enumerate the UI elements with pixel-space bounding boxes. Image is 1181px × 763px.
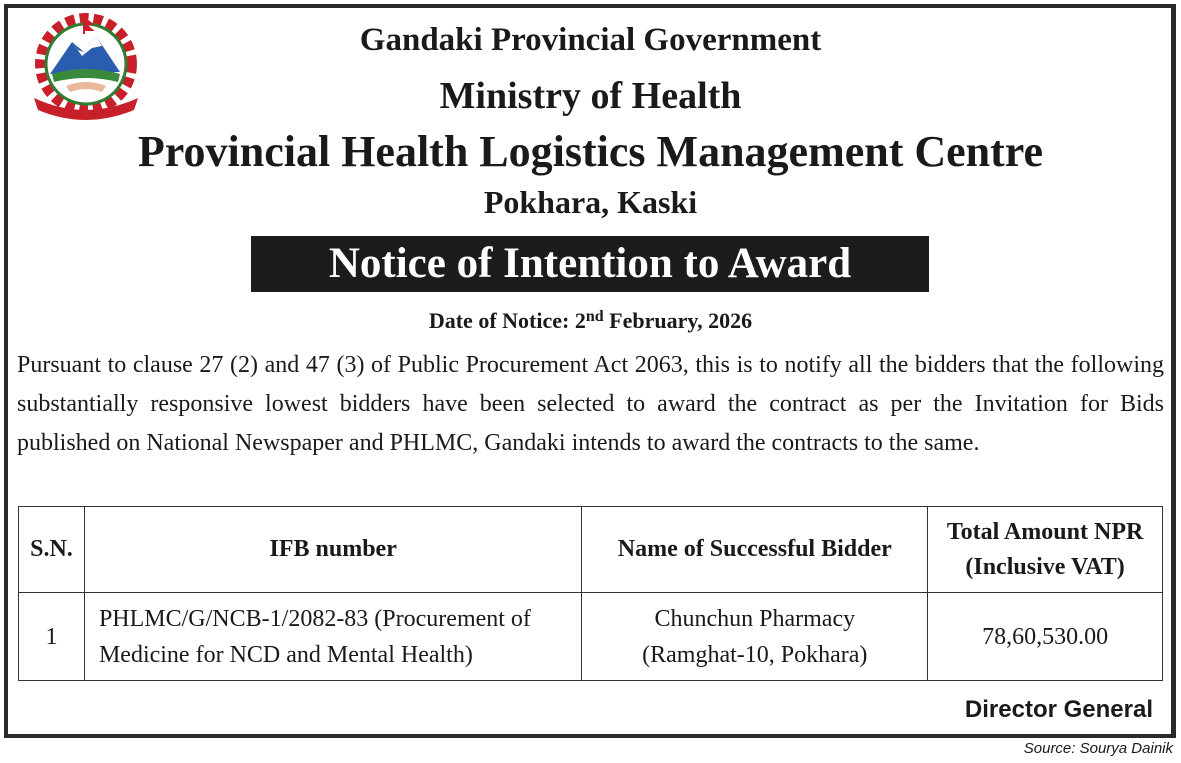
table-row: 1 PHLMC/G/NCB-1/2082-83 (Procurement of … [18, 592, 1163, 681]
source-credit: Source: Sourya Dainik [1023, 740, 1173, 757]
cell-amount: 78,60,530.00 [927, 592, 1163, 681]
signatory: Director General [964, 696, 1153, 723]
notice-frame [4, 4, 1176, 738]
header-sn: S.N. [18, 506, 85, 593]
header-ifb: IFB number [83, 506, 583, 593]
nepal-emblem-icon [34, 13, 138, 120]
cell-sn: 1 [18, 592, 85, 681]
cell-bidder: Chunchun Pharmacy (Ramghat-10, Pokhara) [581, 592, 929, 681]
table-header-row: S.N. IFB number Name of Successful Bidde… [18, 506, 1163, 593]
date-rest: February, 2026 [603, 308, 753, 333]
date-suffix: nd [585, 308, 604, 325]
date-label: Date of Notice: 2 [428, 308, 586, 333]
notice-body: Pursuant to clause 27 (2) and 47 (3) of … [17, 352, 1164, 456]
notice-title: Notice of Intention to Award [251, 236, 929, 292]
award-table: S.N. IFB number Name of Successful Bidde… [18, 506, 1163, 681]
header-bidder: Name of Successful Bidder [581, 506, 929, 593]
government-name: Gandaki Provincial Government [359, 22, 822, 58]
header-amount: Total Amount NPR (Inclusive VAT) [927, 506, 1163, 593]
office-location: Pokhara, Kaski [483, 184, 698, 220]
ministry-name: Ministry of Health [439, 75, 742, 117]
office-name: Provincial Health Logistics Management C… [137, 127, 1044, 176]
cell-ifb: PHLMC/G/NCB-1/2082-83 (Procurement of Me… [83, 592, 583, 681]
notice-date: Date of Notice: 2nd February, 2026 [0, 308, 1181, 334]
